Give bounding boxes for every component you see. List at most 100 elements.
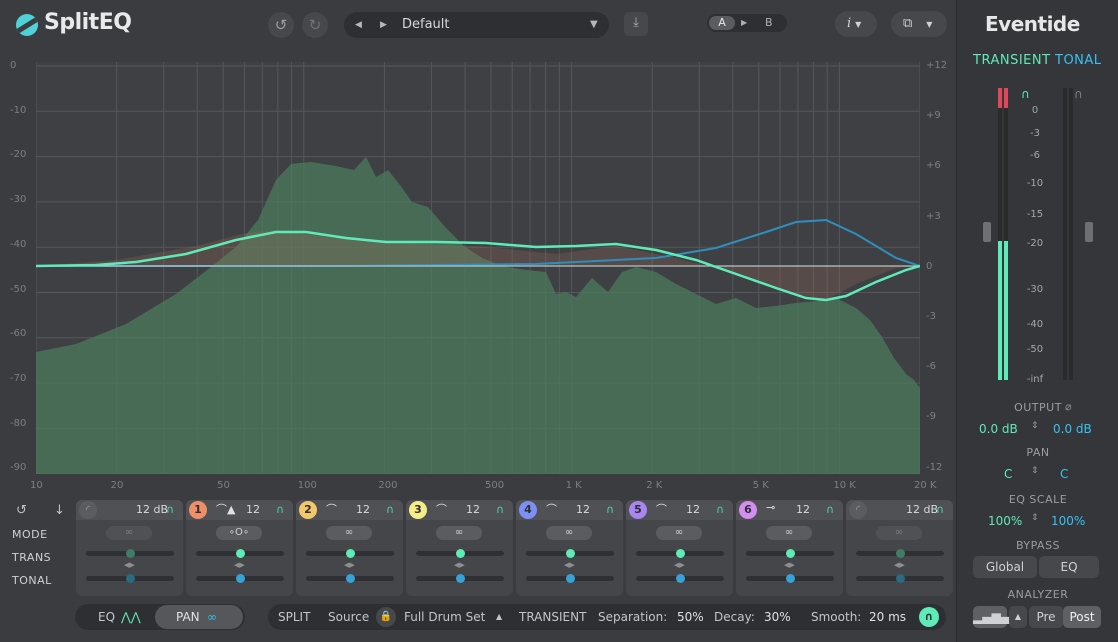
- info-button[interactable]: i ▼: [835, 11, 877, 37]
- band-gain[interactable]: 12: [576, 503, 590, 516]
- preset-selector[interactable]: ◀ ▶ Default ▼: [344, 12, 609, 38]
- band-mode-button[interactable]: ∞: [106, 526, 152, 540]
- trans-slider-handle[interactable]: [566, 549, 575, 558]
- band-shape-icon[interactable]: ⌒: [436, 503, 447, 516]
- band-6[interactable]: 6 ⊸ 12 ∩ ∞ ◀▶: [736, 500, 843, 596]
- band-header[interactable]: 5 ⌒ 12 ∩: [626, 500, 733, 520]
- eq-graph[interactable]: [36, 62, 920, 474]
- band-shape-icon[interactable]: ⌒: [656, 503, 667, 516]
- tonal-fader[interactable]: [1085, 222, 1093, 242]
- eq-scale-tonal-value[interactable]: 100%: [1051, 514, 1086, 528]
- band-mode-button[interactable]: ∞: [656, 526, 702, 540]
- reset-bands-icon[interactable]: ↺: [16, 503, 27, 518]
- bypass-global-button[interactable]: Global: [973, 556, 1037, 578]
- band-solo-headphones-icon[interactable]: ∩: [605, 503, 615, 516]
- analyzer-post-button[interactable]: Post: [1063, 606, 1101, 628]
- band-mode-button[interactable]: ∞: [326, 526, 372, 540]
- source-dropdown-icon[interactable]: ▲: [496, 612, 503, 621]
- transient-fader[interactable]: [983, 222, 991, 242]
- undo-button[interactable]: ↺: [268, 12, 294, 38]
- band-gain[interactable]: 12: [246, 503, 260, 516]
- band-gain[interactable]: 12: [686, 503, 700, 516]
- band-mode-button[interactable]: ∞: [876, 526, 922, 540]
- separation-value[interactable]: 50%: [677, 610, 704, 624]
- tonal-slider-handle[interactable]: [346, 574, 355, 583]
- trans-slider-handle[interactable]: [346, 549, 355, 558]
- band-header[interactable]: 1 ⌒▲ 12 ∩: [186, 500, 293, 520]
- output-link-icon[interactable]: ⇕: [1031, 421, 1039, 431]
- band-gain[interactable]: 12 dB: [906, 503, 939, 516]
- band-shape-icon[interactable]: ⌒: [546, 503, 557, 516]
- band-number[interactable]: 6: [739, 501, 757, 519]
- download-icon[interactable]: ↓: [54, 503, 65, 518]
- band-shape-icon[interactable]: ⌒: [326, 503, 337, 516]
- band-mode-button[interactable]: ∞: [436, 526, 482, 540]
- band-solo-headphones-icon[interactable]: ∩: [825, 503, 835, 516]
- filter-type-icon[interactable]: ◜: [849, 501, 867, 519]
- preset-next-icon[interactable]: ▶: [380, 20, 387, 30]
- analyzer-toggle-icon[interactable]: ▂▄▆▄: [973, 606, 1010, 628]
- decay-value[interactable]: 30%: [764, 610, 791, 624]
- band-number[interactable]: 3: [409, 501, 427, 519]
- band-header[interactable]: 3 ⌒ 12 ∩: [406, 500, 513, 520]
- band-mode-button[interactable]: ∞: [766, 526, 812, 540]
- band-solo-headphones-icon[interactable]: ∩: [165, 503, 175, 516]
- tonal-slider-handle[interactable]: [236, 574, 245, 583]
- tonal-slider-handle[interactable]: [456, 574, 465, 583]
- band-gain[interactable]: 12 dB: [136, 503, 169, 516]
- band-gain[interactable]: 12: [466, 503, 480, 516]
- tonal-slider-handle[interactable]: [566, 574, 575, 583]
- preset-prev-icon[interactable]: ◀: [355, 20, 362, 30]
- band-2[interactable]: 2 ⌒ 12 ∩ ∞ ◀▶: [296, 500, 403, 596]
- trans-slider-handle[interactable]: [126, 549, 135, 558]
- eq-mode-label[interactable]: EQ: [98, 610, 116, 624]
- trans-slider-handle[interactable]: [786, 549, 795, 558]
- band-edge[interactable]: ◜ 12 dB ∩ ∞ ◀▶: [76, 500, 183, 596]
- tonal-solo-headphones-icon[interactable]: ∩: [1074, 87, 1083, 101]
- band-gain[interactable]: 12: [796, 503, 810, 516]
- band-header[interactable]: ◜ 12 dB ∩: [76, 500, 183, 520]
- pan-mode-label[interactable]: PAN: [176, 610, 200, 624]
- lock-icon[interactable]: 🔒: [376, 607, 396, 627]
- bypass-eq-button[interactable]: EQ: [1039, 556, 1099, 578]
- pan-transient-value[interactable]: C: [1004, 467, 1013, 481]
- tonal-slider-handle[interactable]: [676, 574, 685, 583]
- band-number[interactable]: 5: [629, 501, 647, 519]
- pan-tonal-value[interactable]: C: [1060, 467, 1069, 481]
- band-5[interactable]: 5 ⌒ 12 ∩ ∞ ◀▶: [626, 500, 733, 596]
- smooth-value[interactable]: 20 ms: [869, 610, 907, 624]
- band-solo-headphones-icon[interactable]: ∩: [275, 503, 285, 516]
- eq-pan-toggle[interactable]: EQ ⋀⋀ PAN ∞: [75, 604, 245, 630]
- tonal-slider-handle[interactable]: [126, 574, 135, 583]
- tonal-slider-handle[interactable]: [786, 574, 795, 583]
- eq-scale-link-icon[interactable]: ⇕: [1031, 513, 1039, 523]
- band-header[interactable]: 4 ⌒ 12 ∩: [516, 500, 623, 520]
- ab-copy-icon[interactable]: ▶: [741, 18, 748, 27]
- band-shape-icon[interactable]: ⊸: [766, 501, 776, 514]
- phase-icon[interactable]: ⌀: [1065, 400, 1072, 413]
- output-transient-value[interactable]: 0.0 dB: [979, 422, 1018, 436]
- band-solo-headphones-icon[interactable]: ∩: [935, 503, 945, 516]
- band-4[interactable]: 4 ⌒ 12 ∩ ∞ ◀▶: [516, 500, 623, 596]
- transient-solo-headphones-icon[interactable]: ∩: [1021, 87, 1030, 101]
- band-solo-headphones-icon[interactable]: ∩: [495, 503, 505, 516]
- output-tonal-value[interactable]: 0.0 dB: [1053, 422, 1092, 436]
- band-solo-headphones-icon[interactable]: ∩: [715, 503, 725, 516]
- source-select[interactable]: Full Drum Set: [404, 610, 486, 624]
- band-solo-headphones-icon[interactable]: ∩: [385, 503, 395, 516]
- band-header[interactable]: 2 ⌒ 12 ∩: [296, 500, 403, 520]
- pan-link-icon[interactable]: ⇕: [1031, 466, 1039, 476]
- band-edge[interactable]: ◜ 12 dB ∩ ∞ ◀▶: [846, 500, 953, 596]
- redo-button[interactable]: ↻: [302, 12, 328, 38]
- pan-mode-pill[interactable]: [155, 605, 243, 629]
- band-shape-icon[interactable]: ⌒▲: [216, 503, 236, 516]
- trans-slider-handle[interactable]: [456, 549, 465, 558]
- band-1[interactable]: 1 ⌒▲ 12 ∩ ∘O∘ ◀▶: [186, 500, 293, 596]
- trans-slider-handle[interactable]: [896, 549, 905, 558]
- band-header[interactable]: 6 ⊸ 12 ∩: [736, 500, 843, 520]
- band-mode-button[interactable]: ∘O∘: [216, 526, 262, 540]
- band-number[interactable]: 4: [519, 501, 537, 519]
- eq-scale-transient-value[interactable]: 100%: [988, 514, 1023, 528]
- headphones-icon[interactable]: ∩: [919, 607, 939, 627]
- link-button[interactable]: ⧉ ▼: [891, 11, 947, 37]
